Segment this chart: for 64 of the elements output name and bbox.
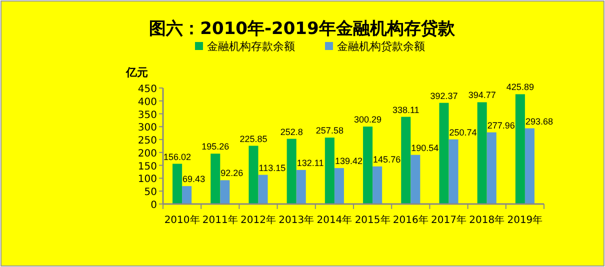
data-label: 425.89	[506, 82, 534, 92]
data-label: 92.26	[220, 168, 244, 178]
x-tick-label: 2014年	[316, 214, 352, 226]
data-label: 392.37	[430, 90, 458, 101]
y-tick-label: 50	[144, 187, 157, 198]
data-label: 225.85	[240, 134, 268, 144]
data-label: 139.42	[334, 156, 362, 166]
y-tick-label: 300	[138, 122, 157, 134]
data-label: 132.11	[296, 158, 324, 168]
bar	[477, 102, 487, 204]
x-tick-label: 2012年	[240, 214, 276, 226]
x-tick-label: 2013年	[278, 214, 314, 226]
data-label: 195.26	[202, 142, 230, 152]
bar	[248, 146, 258, 204]
x-tick-label: 2011年	[202, 214, 238, 226]
data-label: 338.11	[392, 104, 420, 115]
x-tick-label: 2015年	[354, 214, 390, 226]
legend-label: 金融机构贷款余额	[337, 40, 425, 53]
y-tick-label: 100	[138, 174, 157, 186]
bar	[334, 168, 344, 204]
x-tick-label: 2017年	[431, 214, 466, 226]
x-tick-label: 2010年	[164, 214, 200, 226]
data-label: 293.68	[525, 116, 553, 126]
y-tick-label: 250	[138, 136, 157, 147]
y-tick-label: 400	[138, 96, 157, 108]
bar	[372, 166, 382, 204]
y-tick-label: 0	[150, 200, 157, 211]
bar	[220, 180, 230, 204]
bar	[401, 116, 411, 204]
y-tick-label: 450	[138, 84, 157, 95]
chart-title: 图六：2010年-2019年金融机构存贷款	[149, 19, 456, 39]
data-label: 250.74	[449, 127, 477, 138]
data-label: 69.43	[182, 174, 206, 184]
data-label: 145.76	[373, 154, 401, 164]
x-tick-label: 2018年	[469, 214, 505, 226]
data-label: 300.29	[354, 114, 382, 125]
legend-label: 金融机构存款余额	[207, 40, 295, 53]
data-label: 190.54	[411, 142, 439, 153]
bar	[486, 132, 496, 204]
bar	[286, 138, 296, 204]
data-label: 277.96	[487, 120, 515, 130]
bar	[172, 164, 182, 204]
bar	[324, 138, 334, 204]
data-label: 156.02	[164, 152, 192, 162]
bar	[296, 170, 306, 204]
bar	[410, 154, 420, 204]
bar	[363, 126, 373, 204]
bar	[258, 174, 268, 204]
y-tick-label: 350	[138, 110, 157, 121]
x-tick-label: 2019年	[507, 214, 543, 226]
data-label: 394.77	[468, 90, 496, 100]
bar	[210, 154, 220, 204]
data-label: 257.58	[316, 126, 344, 136]
bar	[515, 94, 525, 204]
y-tick-label: 200	[138, 148, 157, 160]
y-axis-title: 亿元	[125, 66, 148, 79]
data-label: 113.15	[258, 162, 286, 173]
bar	[439, 102, 449, 204]
x-tick-label: 2016年	[392, 214, 428, 226]
data-label: 252.8	[280, 126, 303, 137]
bar	[182, 186, 192, 204]
bar	[524, 128, 534, 204]
bar	[448, 139, 458, 204]
y-tick-label: 150	[138, 161, 157, 172]
